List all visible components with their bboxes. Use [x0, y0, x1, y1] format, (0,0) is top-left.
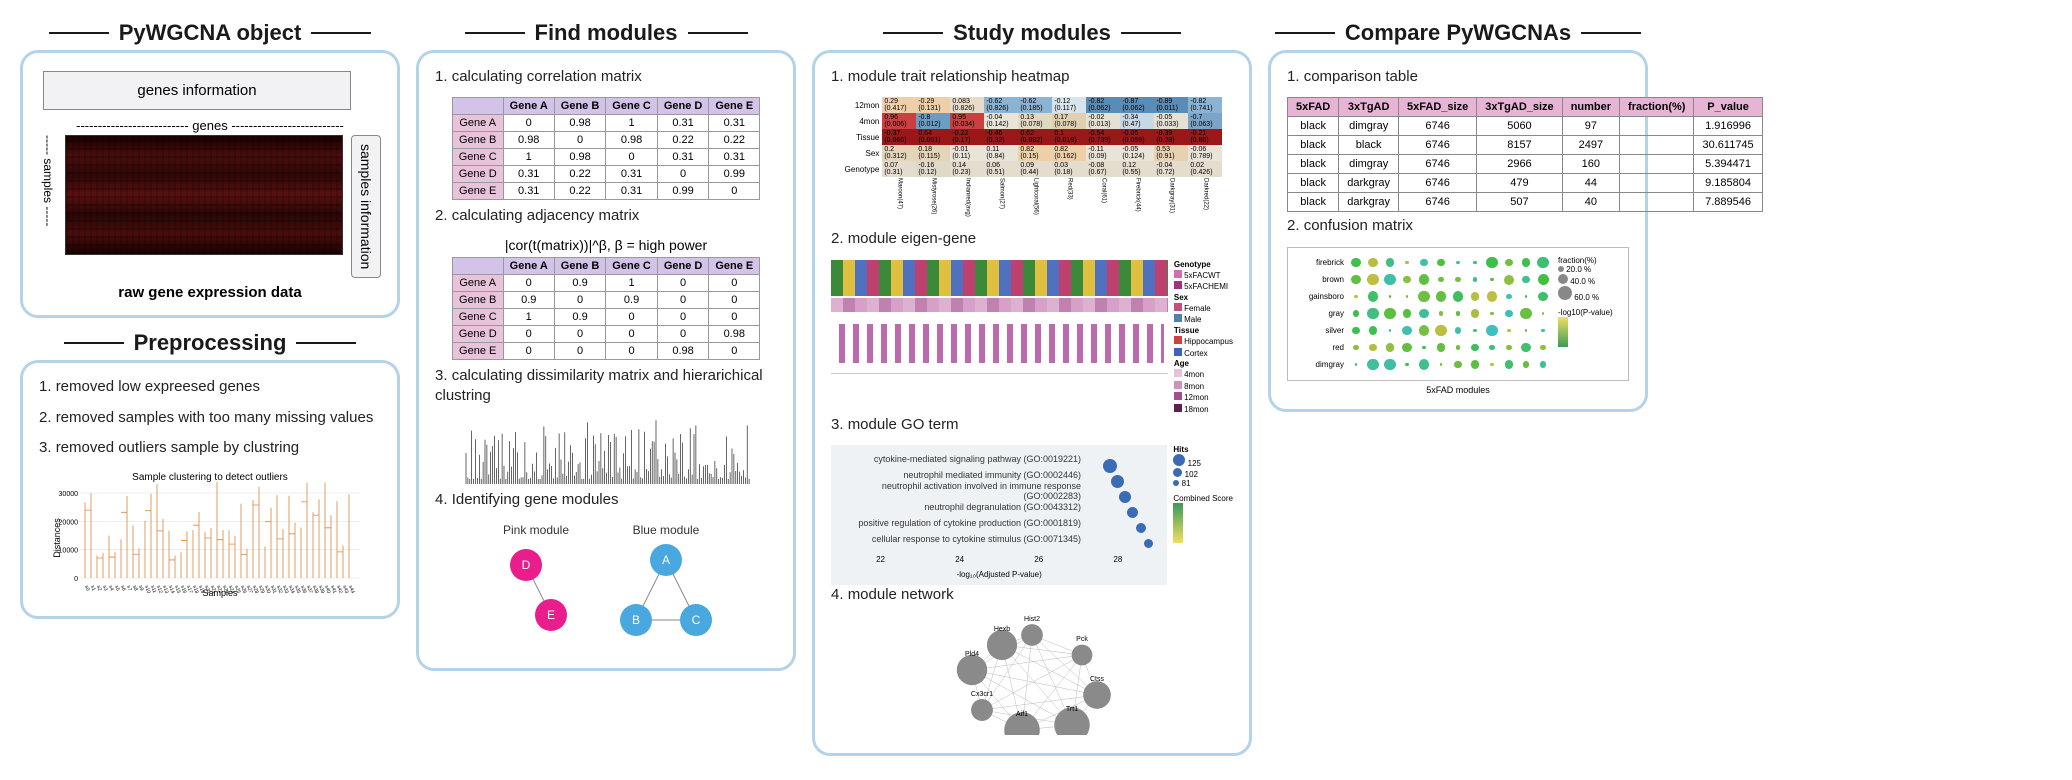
svg-text:Hist2: Hist2 [1024, 616, 1040, 623]
eigen-annotation-strip-1 [831, 260, 1168, 296]
compare-step-1: comparison table [1287, 67, 1629, 87]
study-step-2: module eigen-gene [831, 229, 1233, 249]
svg-text:Ctss: Ctss [1090, 676, 1105, 683]
workflow-columns: PyWGCNA object genes information -------… [20, 20, 2052, 756]
svg-text:D: D [522, 558, 531, 572]
confusion-matrix-plot: firebrickbrowngainsborograysilverreddimg… [1287, 247, 1629, 381]
correlation-matrix: Gene AGene BGene CGene DGene EGene A00.9… [452, 97, 760, 200]
dissimilarity-dendrogram [456, 416, 756, 486]
preproc-step-1: removed low expreesed genes [39, 377, 381, 397]
svg-text:20000: 20000 [59, 519, 79, 526]
module-network: Hist2 Pck Ctss Trt1 Aif1 Cx3cr1 Pld4 Hexb [932, 615, 1132, 735]
object-title: PyWGCNA object [119, 20, 302, 46]
outlier-dendrogram: Sample clustering to detect outliers Dis… [50, 468, 370, 598]
find-title: Find modules [535, 20, 678, 46]
adjacency-matrix: Gene AGene BGene CGene DGene EGene A00.9… [452, 257, 760, 360]
svg-text:Pink module: Pink module [503, 523, 569, 537]
samples-axis-label: ----- samples ----- [39, 135, 57, 278]
svg-text:Pld4: Pld4 [965, 651, 979, 658]
genes-information-box: genes information [43, 71, 351, 110]
adjacency-formula: |cor(t(matrix))|^β, β = high power [435, 237, 777, 253]
study-title: Study modules [953, 20, 1111, 46]
svg-text:B: B [632, 613, 640, 627]
svg-text:Sample clustering to detect ou: Sample clustering to detect outliers [132, 472, 288, 483]
study-step-3: module GO term [831, 415, 1233, 435]
preproc-title: Preprocessing [134, 330, 287, 356]
svg-text:30000: 30000 [59, 491, 79, 498]
svg-text:0: 0 [74, 576, 78, 583]
eigen-annotation-strip-2 [831, 298, 1168, 312]
svg-text:E: E [547, 608, 555, 622]
go-term-dotplot: cytokine-mediated signaling pathway (GO:… [831, 445, 1167, 585]
trait-heatmap: 12mon0.29(0.417)-0.29(0.131)0.083(0.826)… [842, 97, 1223, 227]
svg-text:s44: s44 [347, 585, 355, 595]
svg-text:10000: 10000 [59, 548, 79, 555]
panel-study-modules: Study modules module trait relationship … [812, 20, 1252, 756]
find-step-3: calculating dissimilarity matrix and hie… [435, 366, 777, 407]
samples-information-box: samples information [351, 135, 381, 278]
svg-text:Pck: Pck [1076, 636, 1088, 643]
study-step-1: module trait relationship heatmap [831, 67, 1233, 87]
svg-text:Blue module: Blue module [633, 523, 700, 537]
svg-text:A: A [662, 553, 670, 567]
svg-text:Cx3cr1: Cx3cr1 [971, 691, 993, 698]
eigen-legend: Genotype 5xFACWT 5xFACHEMISex Female Mal… [1174, 260, 1233, 415]
raw-expression-heatmap [65, 135, 343, 255]
svg-text:Aif1: Aif1 [1016, 711, 1028, 718]
eigen-boxplot [831, 314, 1168, 374]
find-step-1: calculating correlation matrix [435, 67, 777, 87]
study-step-4: module network [831, 585, 1233, 605]
svg-text:Hexb: Hexb [994, 626, 1010, 633]
find-step-2: calculating adjacency matrix [435, 206, 777, 226]
panel-compare: Compare PyWGCNAs comparison table 5xFAD3… [1268, 20, 1648, 412]
panel-object: PyWGCNA object genes information -------… [20, 20, 400, 318]
module-graphs: Pink module Blue module D E A B C [456, 520, 756, 650]
raw-data-label: raw gene expression data [39, 284, 381, 301]
panel-preprocessing: Preprocessing removed low expreesed gene… [20, 330, 400, 619]
compare-title: Compare PyWGCNAs [1345, 20, 1571, 46]
svg-text:Trt1: Trt1 [1066, 706, 1078, 713]
preproc-step-3: removed outliers sample by clustring [39, 438, 381, 458]
svg-text:C: C [692, 613, 701, 627]
preproc-step-2: removed samples with too many missing va… [39, 408, 381, 428]
find-step-4: Identifying gene modules [435, 490, 777, 510]
comparison-table: 5xFAD3xTgAD5xFAD_size3xTgAD_sizenumberfr… [1287, 97, 1763, 212]
compare-step-2: confusion matrix [1287, 216, 1629, 236]
panel-find-modules: Find modules calculating correlation mat… [416, 20, 796, 671]
